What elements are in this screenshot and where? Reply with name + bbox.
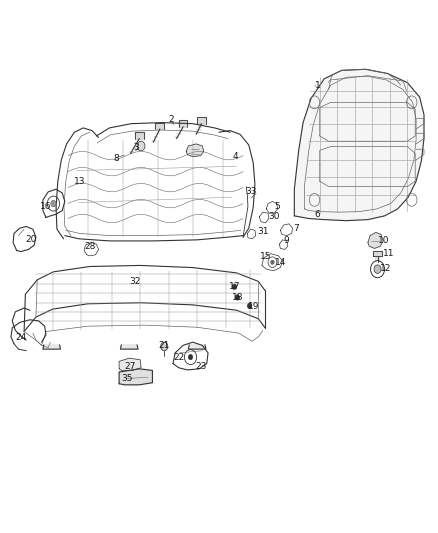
Text: 23: 23 — [196, 362, 207, 370]
Circle shape — [235, 295, 240, 300]
Polygon shape — [373, 251, 382, 256]
Text: 32: 32 — [130, 277, 141, 286]
Text: 13: 13 — [74, 177, 85, 185]
Text: 22: 22 — [173, 353, 184, 361]
Text: 21: 21 — [159, 341, 170, 350]
Polygon shape — [179, 120, 187, 127]
Polygon shape — [135, 132, 144, 139]
Circle shape — [137, 141, 145, 151]
Text: 1: 1 — [315, 81, 321, 90]
Text: 19: 19 — [247, 302, 259, 311]
Text: 31: 31 — [257, 228, 268, 236]
Polygon shape — [155, 123, 164, 129]
Circle shape — [51, 200, 56, 207]
Text: 6: 6 — [314, 211, 320, 219]
Text: 30: 30 — [268, 212, 279, 221]
Circle shape — [247, 303, 252, 309]
Text: 7: 7 — [293, 224, 299, 232]
Text: 10: 10 — [378, 237, 389, 245]
Text: 12: 12 — [380, 264, 391, 272]
Text: 33: 33 — [246, 188, 257, 196]
Text: 24: 24 — [15, 333, 27, 342]
Circle shape — [374, 265, 381, 273]
Text: 28: 28 — [84, 242, 95, 251]
Text: 17: 17 — [229, 282, 240, 291]
Polygon shape — [43, 345, 60, 349]
Text: 27: 27 — [124, 362, 135, 370]
Text: 11: 11 — [383, 249, 395, 258]
Text: 3: 3 — [134, 143, 139, 152]
Text: 2: 2 — [168, 116, 173, 124]
Text: 9: 9 — [284, 237, 290, 245]
Polygon shape — [294, 69, 424, 221]
Polygon shape — [197, 117, 206, 124]
Polygon shape — [119, 358, 141, 370]
Text: 14: 14 — [275, 259, 286, 267]
Polygon shape — [186, 144, 204, 157]
Circle shape — [271, 260, 274, 264]
Text: 35: 35 — [122, 374, 133, 383]
Polygon shape — [119, 369, 152, 385]
Circle shape — [232, 284, 237, 289]
Circle shape — [188, 354, 193, 360]
Text: 20: 20 — [25, 236, 37, 244]
Text: 18: 18 — [232, 294, 244, 302]
Text: 5: 5 — [275, 203, 280, 211]
Text: 15: 15 — [260, 252, 272, 261]
Text: 16: 16 — [40, 203, 52, 211]
Polygon shape — [368, 232, 383, 248]
Text: 8: 8 — [113, 154, 119, 163]
Polygon shape — [188, 345, 206, 349]
Circle shape — [161, 342, 168, 351]
Text: 4: 4 — [232, 152, 238, 161]
Polygon shape — [120, 345, 138, 349]
